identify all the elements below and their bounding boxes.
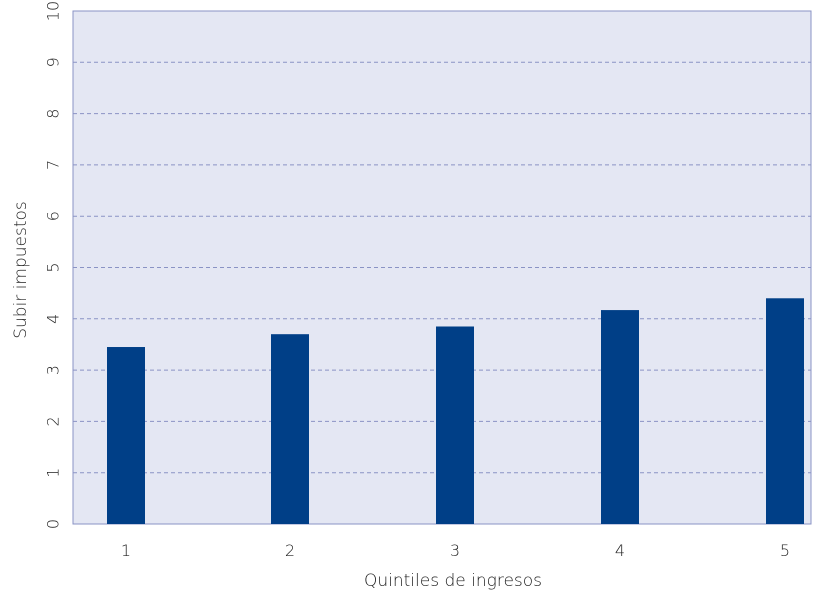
bar-1 <box>107 347 145 524</box>
y-tick-label: 2 <box>44 416 63 426</box>
y-axis-ticks: 0 1 2 3 4 5 6 7 8 9 10 <box>44 1 63 529</box>
x-tick-label: 2 <box>285 541 295 560</box>
x-tick-label: 3 <box>450 541 460 560</box>
y-tick-label: 3 <box>44 365 63 375</box>
y-tick-label: 7 <box>44 160 63 170</box>
x-axis-ticks: 1 2 3 4 5 <box>121 541 790 560</box>
gridlines <box>73 10 811 474</box>
bar-3 <box>436 326 474 524</box>
y-tick-label: 6 <box>44 211 63 221</box>
x-tick-label: 1 <box>121 541 131 560</box>
y-tick-label: 4 <box>44 314 63 324</box>
y-tick-label: 9 <box>44 57 63 67</box>
x-axis-title: Quintiles de ingresos <box>364 571 542 591</box>
bar-5 <box>766 298 804 524</box>
x-tick-label: 4 <box>615 541 625 560</box>
y-axis-title: Subir impuestos <box>11 201 31 339</box>
y-tick-label: 10 <box>44 1 63 21</box>
bar-4 <box>601 310 639 524</box>
y-tick-label: 5 <box>44 262 63 272</box>
y-tick-label: 1 <box>44 468 63 478</box>
y-tick-label: 8 <box>44 109 63 119</box>
bars <box>107 298 804 524</box>
bar-2 <box>271 334 309 524</box>
y-tick-label: 0 <box>44 519 63 529</box>
x-tick-label: 5 <box>780 541 790 560</box>
